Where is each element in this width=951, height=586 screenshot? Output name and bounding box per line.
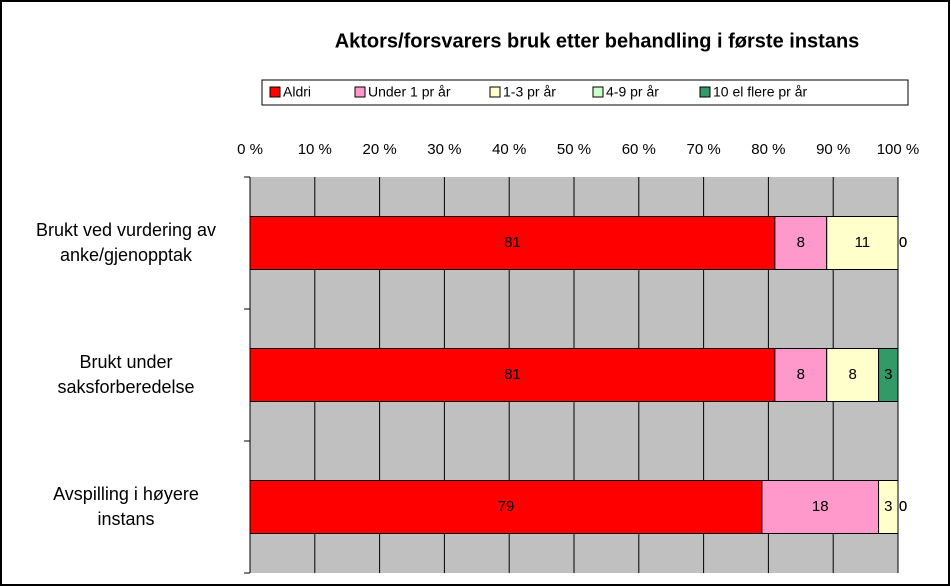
data-label: 18 — [812, 498, 829, 515]
x-tick-label: 50 % — [557, 141, 591, 158]
data-label: 8 — [797, 366, 805, 383]
y-tick-label: Brukt ved vurdering av anke/gjenopptak — [35, 220, 217, 265]
data-label: 79 — [498, 498, 515, 515]
legend-swatch — [489, 86, 501, 98]
data-label: 8 — [797, 234, 805, 251]
data-label: 11 — [855, 234, 871, 251]
bar-segment — [826, 348, 880, 402]
legend-swatch — [269, 86, 281, 98]
data-label: 81 — [504, 234, 521, 251]
data-label: 0 — [899, 234, 907, 251]
y-tick-label: Avspilling i høyere instans — [53, 484, 199, 529]
legend-swatch — [699, 86, 711, 98]
data-label: 0 — [899, 498, 907, 515]
x-tick-label: 10 % — [298, 141, 332, 158]
bar-segment — [878, 480, 899, 534]
data-label: 3 — [884, 498, 892, 515]
x-tick-label: 70 % — [686, 141, 720, 158]
bar-segment — [249, 216, 776, 270]
legend-label: 10 el flere pr år — [713, 84, 807, 100]
data-label: 3 — [884, 366, 892, 383]
bar-segment — [774, 216, 828, 270]
chart-title: Aktors/forsvarers bruk etter behandling … — [335, 30, 860, 52]
data-label: 0 — [899, 498, 907, 515]
y-tick-label: Brukt under saksforberedelse — [57, 352, 195, 397]
legend-swatch — [354, 86, 366, 98]
x-tick-label: 40 % — [492, 141, 526, 158]
legend-box — [261, 79, 909, 106]
legend-label: 1-3 pr år — [503, 84, 556, 100]
x-tick-label: 80 % — [751, 141, 785, 158]
x-tick-label: 100 % — [877, 141, 920, 158]
bar-segment — [826, 216, 899, 270]
x-tick-label: 20 % — [362, 141, 396, 158]
x-tick-label: 60 % — [622, 141, 656, 158]
bar-segment — [878, 348, 899, 402]
x-tick-label: 30 % — [427, 141, 461, 158]
data-label: 81 — [504, 366, 521, 383]
legend-label: Aldri — [283, 84, 311, 100]
legend-swatch — [592, 86, 604, 98]
legend-label: 4-9 pr år — [606, 84, 659, 100]
legend-label: Under 1 pr år — [368, 84, 451, 100]
x-tick-label: 90 % — [816, 141, 850, 158]
bar-segment — [249, 348, 776, 402]
data-label: 8 — [848, 366, 856, 383]
x-tick-label: 0 % — [237, 141, 263, 158]
data-label: 0 — [899, 234, 907, 251]
